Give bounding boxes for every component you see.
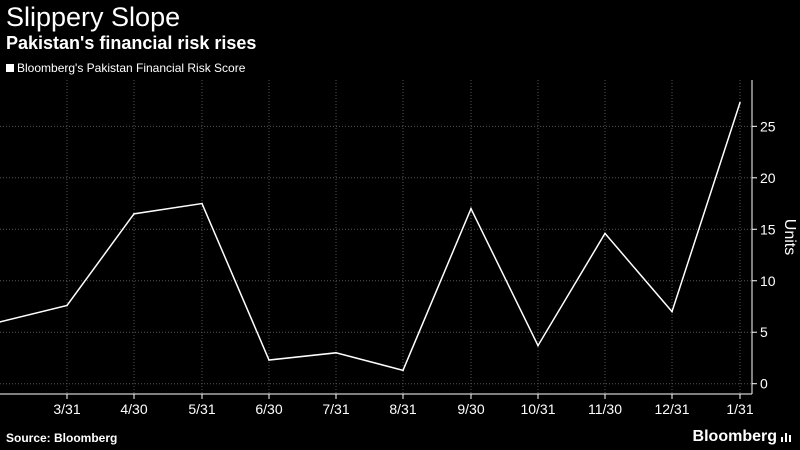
data-point [604,232,606,235]
data-point [268,359,270,361]
data-point [402,369,404,372]
chart-title: Slippery Slope [6,2,181,32]
data-point [0,321,1,323]
x-tick-label: 7/31 [322,401,349,417]
data-point [739,101,741,104]
y-tick-label: 20 [760,170,776,186]
x-tick-label: 10/31 [520,401,555,417]
chart-subtitle: Pakistan's financial risk rises [6,33,257,53]
x-tick-label: 4/30 [120,401,147,417]
data-point [470,207,472,210]
y-tick-label: 10 [760,273,776,289]
brand-logo: Bloomberg [693,428,792,446]
series-line [0,102,741,372]
data-point [133,213,135,215]
y-tick-label: 25 [760,118,776,134]
x-tick-label: 12/31 [654,401,689,417]
y-tick-label: 15 [760,221,776,237]
legend-label: Bloomberg's Pakistan Financial Risk Scor… [17,61,246,75]
legend-swatch [6,64,14,72]
x-tick-label: 8/31 [389,401,416,417]
y-tick-label: 5 [760,324,768,340]
data-point [671,310,673,313]
data-point [201,202,203,205]
data-point [335,352,337,354]
x-tick-label: 3/31 [53,401,80,417]
source-note: Source: Bloomberg [6,431,118,445]
data-point [66,304,68,307]
legend: Bloomberg's Pakistan Financial Risk Scor… [6,61,245,75]
x-tick-label: 5/31 [188,401,215,417]
x-tick-label: 9/30 [457,401,484,417]
brand-name: Bloomberg [692,428,777,445]
bar-chart-icon [781,433,791,442]
y-tick-label: 0 [760,376,768,392]
data-point [537,344,539,347]
y-axis-label: Units [781,219,798,255]
x-tick-label: 1/31 [726,401,753,417]
x-tick-label: 6/30 [255,401,282,417]
x-tick-label: 11/30 [588,401,622,417]
